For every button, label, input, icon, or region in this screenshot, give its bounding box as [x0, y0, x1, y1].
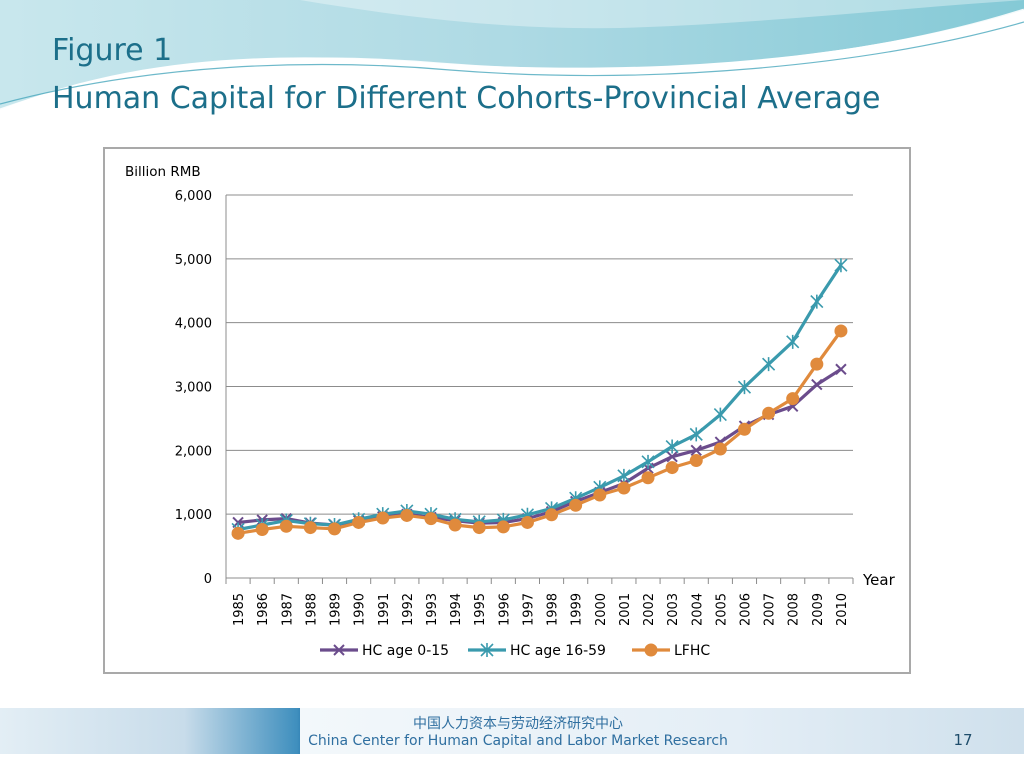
y-tick-label: 2,000 [175, 444, 212, 459]
data-point [593, 488, 607, 502]
data-point [644, 643, 658, 657]
data-point [666, 451, 678, 463]
data-point [333, 644, 345, 656]
data-point [255, 522, 269, 536]
legend-label: HC age 0-15 [362, 643, 449, 659]
data-point [520, 515, 534, 529]
x-tick-label: 2006 [738, 593, 753, 626]
data-point [424, 512, 438, 526]
x-tick-label: 1991 [377, 593, 392, 626]
x-tick-label: 1988 [304, 593, 319, 626]
data-point [786, 392, 800, 406]
series-line [237, 264, 843, 532]
x-tick-label: 1999 [570, 593, 585, 626]
x-tick-label: 1990 [353, 593, 368, 626]
data-point [689, 427, 703, 442]
page-number: 17 [953, 731, 973, 749]
x-tick-label: 2000 [594, 593, 609, 626]
legend-label: HC age 16-59 [510, 643, 606, 659]
data-point [231, 526, 245, 540]
series-lfhc [231, 324, 848, 540]
data-point [641, 454, 655, 469]
series-line [237, 330, 843, 535]
y-axis-title: Billion RMB [125, 164, 201, 180]
x-tick-label: 1994 [449, 593, 464, 626]
top-wave-decoration [0, 0, 1024, 110]
data-point [545, 508, 559, 522]
legend-item: LFHC [632, 643, 710, 659]
data-point [737, 422, 751, 436]
data-point [810, 294, 824, 309]
x-tick-label: 2009 [811, 593, 826, 626]
data-point [496, 520, 510, 534]
y-tick-label: 1,000 [175, 508, 212, 523]
data-point [835, 363, 847, 375]
data-point [811, 378, 823, 391]
x-tick-label: 2004 [690, 593, 705, 626]
data-point [400, 508, 414, 522]
footer-organization-chinese: 中国人力资本与劳动经济研究中心 [413, 716, 623, 732]
chart-frame: 0 1,000 2,000 3,000 4,000 5,000 6,000 1985 1986 1… [103, 147, 911, 674]
x-tick-label: 1995 [473, 593, 488, 626]
x-tick-label: 2008 [787, 593, 802, 626]
data-point [713, 442, 727, 456]
x-tick-label: 1997 [521, 593, 536, 626]
data-point [352, 515, 366, 529]
legend-label: LFHC [674, 643, 710, 659]
footer-bar-right [300, 708, 1024, 754]
x-tick-label: 1987 [280, 593, 295, 626]
line-chart: 0 1,000 2,000 3,000 4,000 5,000 6,000 1985 1986 1… [125, 164, 896, 659]
y-tick-label: 5,000 [175, 253, 212, 268]
data-point [569, 498, 583, 512]
x-tick-label: 2007 [763, 593, 778, 626]
data-point [480, 643, 494, 657]
x-tick-label: 2003 [666, 593, 681, 626]
x-tick-label: 1986 [256, 593, 271, 626]
data-point [617, 468, 631, 483]
data-point [834, 258, 848, 273]
data-point [689, 454, 703, 468]
data-point [762, 357, 776, 372]
x-tick-label: 2005 [714, 593, 729, 626]
data-point [690, 444, 702, 457]
x-tick-label: 2010 [835, 593, 850, 626]
x-tick-label: 1998 [546, 593, 561, 626]
data-point [737, 380, 752, 395]
data-point [762, 406, 776, 420]
x-axis-title: Year [862, 571, 896, 589]
slide-title-line-2: Human Capital for Different Cohorts-Prov… [52, 81, 881, 116]
data-point [303, 521, 317, 535]
data-point [786, 334, 800, 349]
legend-item: HC age 0-15 [320, 643, 449, 659]
x-tick-label: 1992 [401, 593, 416, 626]
y-tick-label: 0 [204, 572, 212, 587]
data-point [448, 518, 462, 532]
series-hc-age-0-15 [232, 363, 847, 531]
y-tick-label: 6,000 [175, 189, 212, 204]
legend-item: HC age 16-59 [468, 643, 606, 659]
data-point [834, 324, 848, 338]
y-tick-label: 4,000 [175, 317, 212, 332]
x-tick-label: 1989 [329, 593, 344, 626]
x-tick-label: 1996 [497, 593, 512, 626]
data-point [617, 481, 631, 495]
x-tick-label: 2001 [618, 593, 633, 626]
data-point [376, 511, 390, 525]
series-hc-age-16-59 [231, 258, 848, 537]
x-tick-label: 1985 [232, 593, 247, 626]
data-point [665, 439, 679, 454]
data-point [665, 461, 679, 475]
data-point [472, 521, 486, 535]
data-point [279, 519, 293, 533]
data-point [328, 522, 342, 536]
footer-organization-english: China Center for Human Capital and Labor… [308, 733, 728, 749]
x-tick-label: 1993 [425, 593, 440, 626]
slide-title-line-1: Figure 1 [52, 33, 173, 68]
y-tick-label: 3,000 [175, 381, 212, 396]
data-point [641, 471, 655, 485]
x-tick-label: 2002 [642, 593, 657, 626]
data-point [810, 357, 824, 371]
data-point [713, 407, 727, 422]
